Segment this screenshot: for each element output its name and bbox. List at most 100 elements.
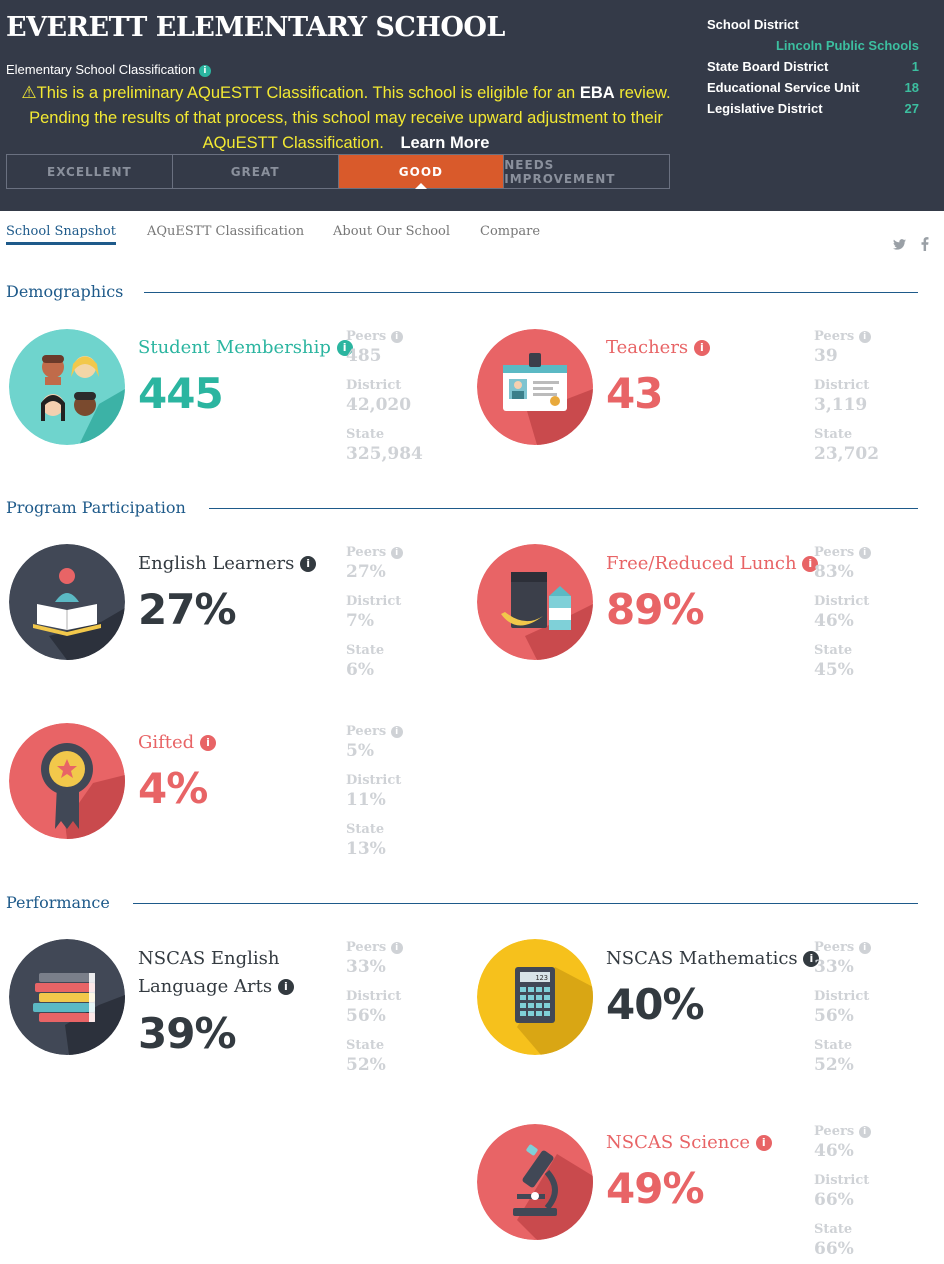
snapshot-nav: School Snapshot AQuESTT Classification A…	[0, 224, 944, 254]
district-value: 7%	[346, 611, 374, 631]
nscas-math-comparison: Peers i 33% District 56% State 52%	[814, 939, 924, 1086]
state-value: 23,702	[814, 444, 880, 464]
info-icon[interactable]: i	[693, 340, 710, 356]
calculator-icon: 123	[477, 939, 593, 1055]
eba-text: EBA	[579, 84, 615, 102]
teachers-value: 43	[606, 369, 663, 418]
peers-value: 83%	[814, 562, 854, 582]
school-district-value[interactable]: Lincoln Public Schools	[775, 38, 919, 53]
district-value: 56%	[814, 1006, 854, 1026]
info-icon[interactable]: i	[277, 979, 294, 995]
info-icon[interactable]: i	[390, 941, 403, 954]
state-label: State	[346, 643, 385, 658]
state-value: 52%	[814, 1055, 854, 1075]
english-learners-label-text: English Learners	[138, 553, 295, 574]
nscas-ela-label: NSCAS English Language Arts i	[138, 945, 294, 1001]
info-icon[interactable]: i	[336, 340, 353, 356]
peers-value: 5%	[346, 741, 374, 761]
peers-label: Peers	[346, 545, 387, 560]
school-name: EVERETT ELEMENTARY SCHOOL	[6, 12, 505, 43]
classification-label-text: Elementary School Classification	[6, 62, 196, 77]
rating-great[interactable]: GREAT	[173, 155, 339, 188]
legislative-value: 27	[904, 101, 919, 116]
tab-school-snapshot[interactable]: School Snapshot	[6, 224, 116, 245]
free-reduced-lunch-label: Free/Reduced Lunch i	[606, 550, 819, 578]
tab-compare[interactable]: Compare	[480, 224, 541, 239]
school-district-label: School District	[707, 17, 799, 32]
district-label: District	[814, 1173, 870, 1188]
nscas-math-value: 40%	[606, 980, 705, 1029]
nscas-ela-label-line2: Language Arts	[138, 976, 273, 997]
nscas-science-value: 49%	[606, 1164, 705, 1213]
district-label: District	[814, 989, 870, 1004]
esu-label: Educational Service Unit	[707, 80, 860, 95]
peers-value: 33%	[814, 957, 854, 977]
peers-label: Peers	[346, 724, 387, 739]
notice-text-2: review. Pending the results of that proc…	[29, 84, 671, 152]
district-label: District	[346, 378, 402, 393]
facebook-icon[interactable]	[921, 237, 929, 251]
district-label: District	[346, 773, 402, 788]
nscas-ela-value: 39%	[138, 1009, 237, 1058]
student-membership-label-text: Student Membership	[138, 337, 331, 358]
info-icon[interactable]: i	[858, 330, 871, 343]
teachers-label-text: Teachers	[606, 337, 689, 358]
free-reduced-lunch-value: 89%	[606, 585, 705, 634]
gifted-comparison: Peers i 5% District 11% State 13%	[346, 723, 456, 870]
teachers-label: Teachers i	[606, 334, 710, 362]
section-divider	[133, 903, 918, 904]
nscas-ela-label-line1: NSCAS English	[138, 948, 280, 969]
info-icon[interactable]: i	[858, 1125, 871, 1138]
tab-about-our-school[interactable]: About Our School	[333, 224, 451, 239]
district-label: District	[814, 378, 870, 393]
info-icon[interactable]: i	[802, 556, 819, 572]
info-icon[interactable]: i	[858, 941, 871, 954]
info-icon[interactable]: i	[390, 330, 403, 343]
peers-value: 33%	[346, 957, 386, 977]
section-divider	[209, 508, 918, 509]
peers-label: Peers	[814, 1124, 855, 1139]
rating-good[interactable]: GOOD	[338, 155, 505, 189]
state-board-value: 1	[911, 59, 919, 74]
district-value: 3,119	[814, 395, 868, 415]
district-value: 56%	[346, 1006, 386, 1026]
free-reduced-lunch-comparison: Peers i 83% District 46% State 45%	[814, 544, 924, 691]
warning-icon: ⚠	[21, 83, 37, 102]
section-performance: Performance	[6, 893, 110, 912]
student-membership-comparison: Peers i 485 District 42,020 State 325,98…	[346, 328, 456, 475]
section-demographics: Demographics	[6, 282, 124, 301]
info-icon[interactable]: i	[803, 951, 820, 967]
district-label: District	[814, 594, 870, 609]
rating-excellent[interactable]: EXCELLENT	[7, 155, 173, 188]
info-icon[interactable]: i	[858, 546, 871, 559]
award-ribbon-icon	[9, 723, 125, 839]
english-learners-label: English Learners i	[138, 550, 317, 578]
school-header: EVERETT ELEMENTARY SCHOOL Elementary Sch…	[0, 0, 944, 211]
nscas-math-label-text: NSCAS Mathematics	[606, 948, 798, 969]
info-icon[interactable]: i	[390, 546, 403, 559]
info-icon[interactable]: i	[755, 1135, 772, 1151]
learn-more-link[interactable]: Learn More	[400, 134, 490, 152]
state-value: 66%	[814, 1239, 854, 1259]
district-info-panel: School District Lincoln Public Schools S…	[707, 14, 919, 119]
students-icon	[9, 329, 125, 445]
info-icon[interactable]: i	[199, 735, 216, 751]
rating-needs-improvement[interactable]: NEEDS IMPROVEMENT	[504, 157, 616, 186]
state-label: State	[346, 427, 385, 442]
state-value: 52%	[346, 1055, 386, 1075]
nscas-science-label-text: NSCAS Science	[606, 1132, 751, 1153]
free-reduced-lunch-label-text: Free/Reduced Lunch	[606, 553, 797, 574]
gifted-label-text: Gifted	[138, 732, 195, 753]
info-icon[interactable]: i	[198, 64, 211, 77]
nscas-math-label: NSCAS Mathematics i	[606, 945, 820, 973]
info-icon[interactable]: i	[300, 556, 317, 572]
info-icon[interactable]: i	[390, 725, 403, 738]
notice-text-1: This is a preliminary AQuESTT Classifica…	[36, 84, 576, 102]
tab-aquestt-classification[interactable]: AQuESTT Classification	[147, 224, 305, 239]
microscope-icon	[477, 1124, 593, 1240]
section-divider	[144, 292, 918, 293]
gifted-label: Gifted i	[138, 729, 216, 757]
twitter-icon[interactable]	[893, 239, 906, 250]
state-label: State	[814, 643, 853, 658]
english-learners-comparison: Peers i 27% District 7% State 6%	[346, 544, 456, 691]
